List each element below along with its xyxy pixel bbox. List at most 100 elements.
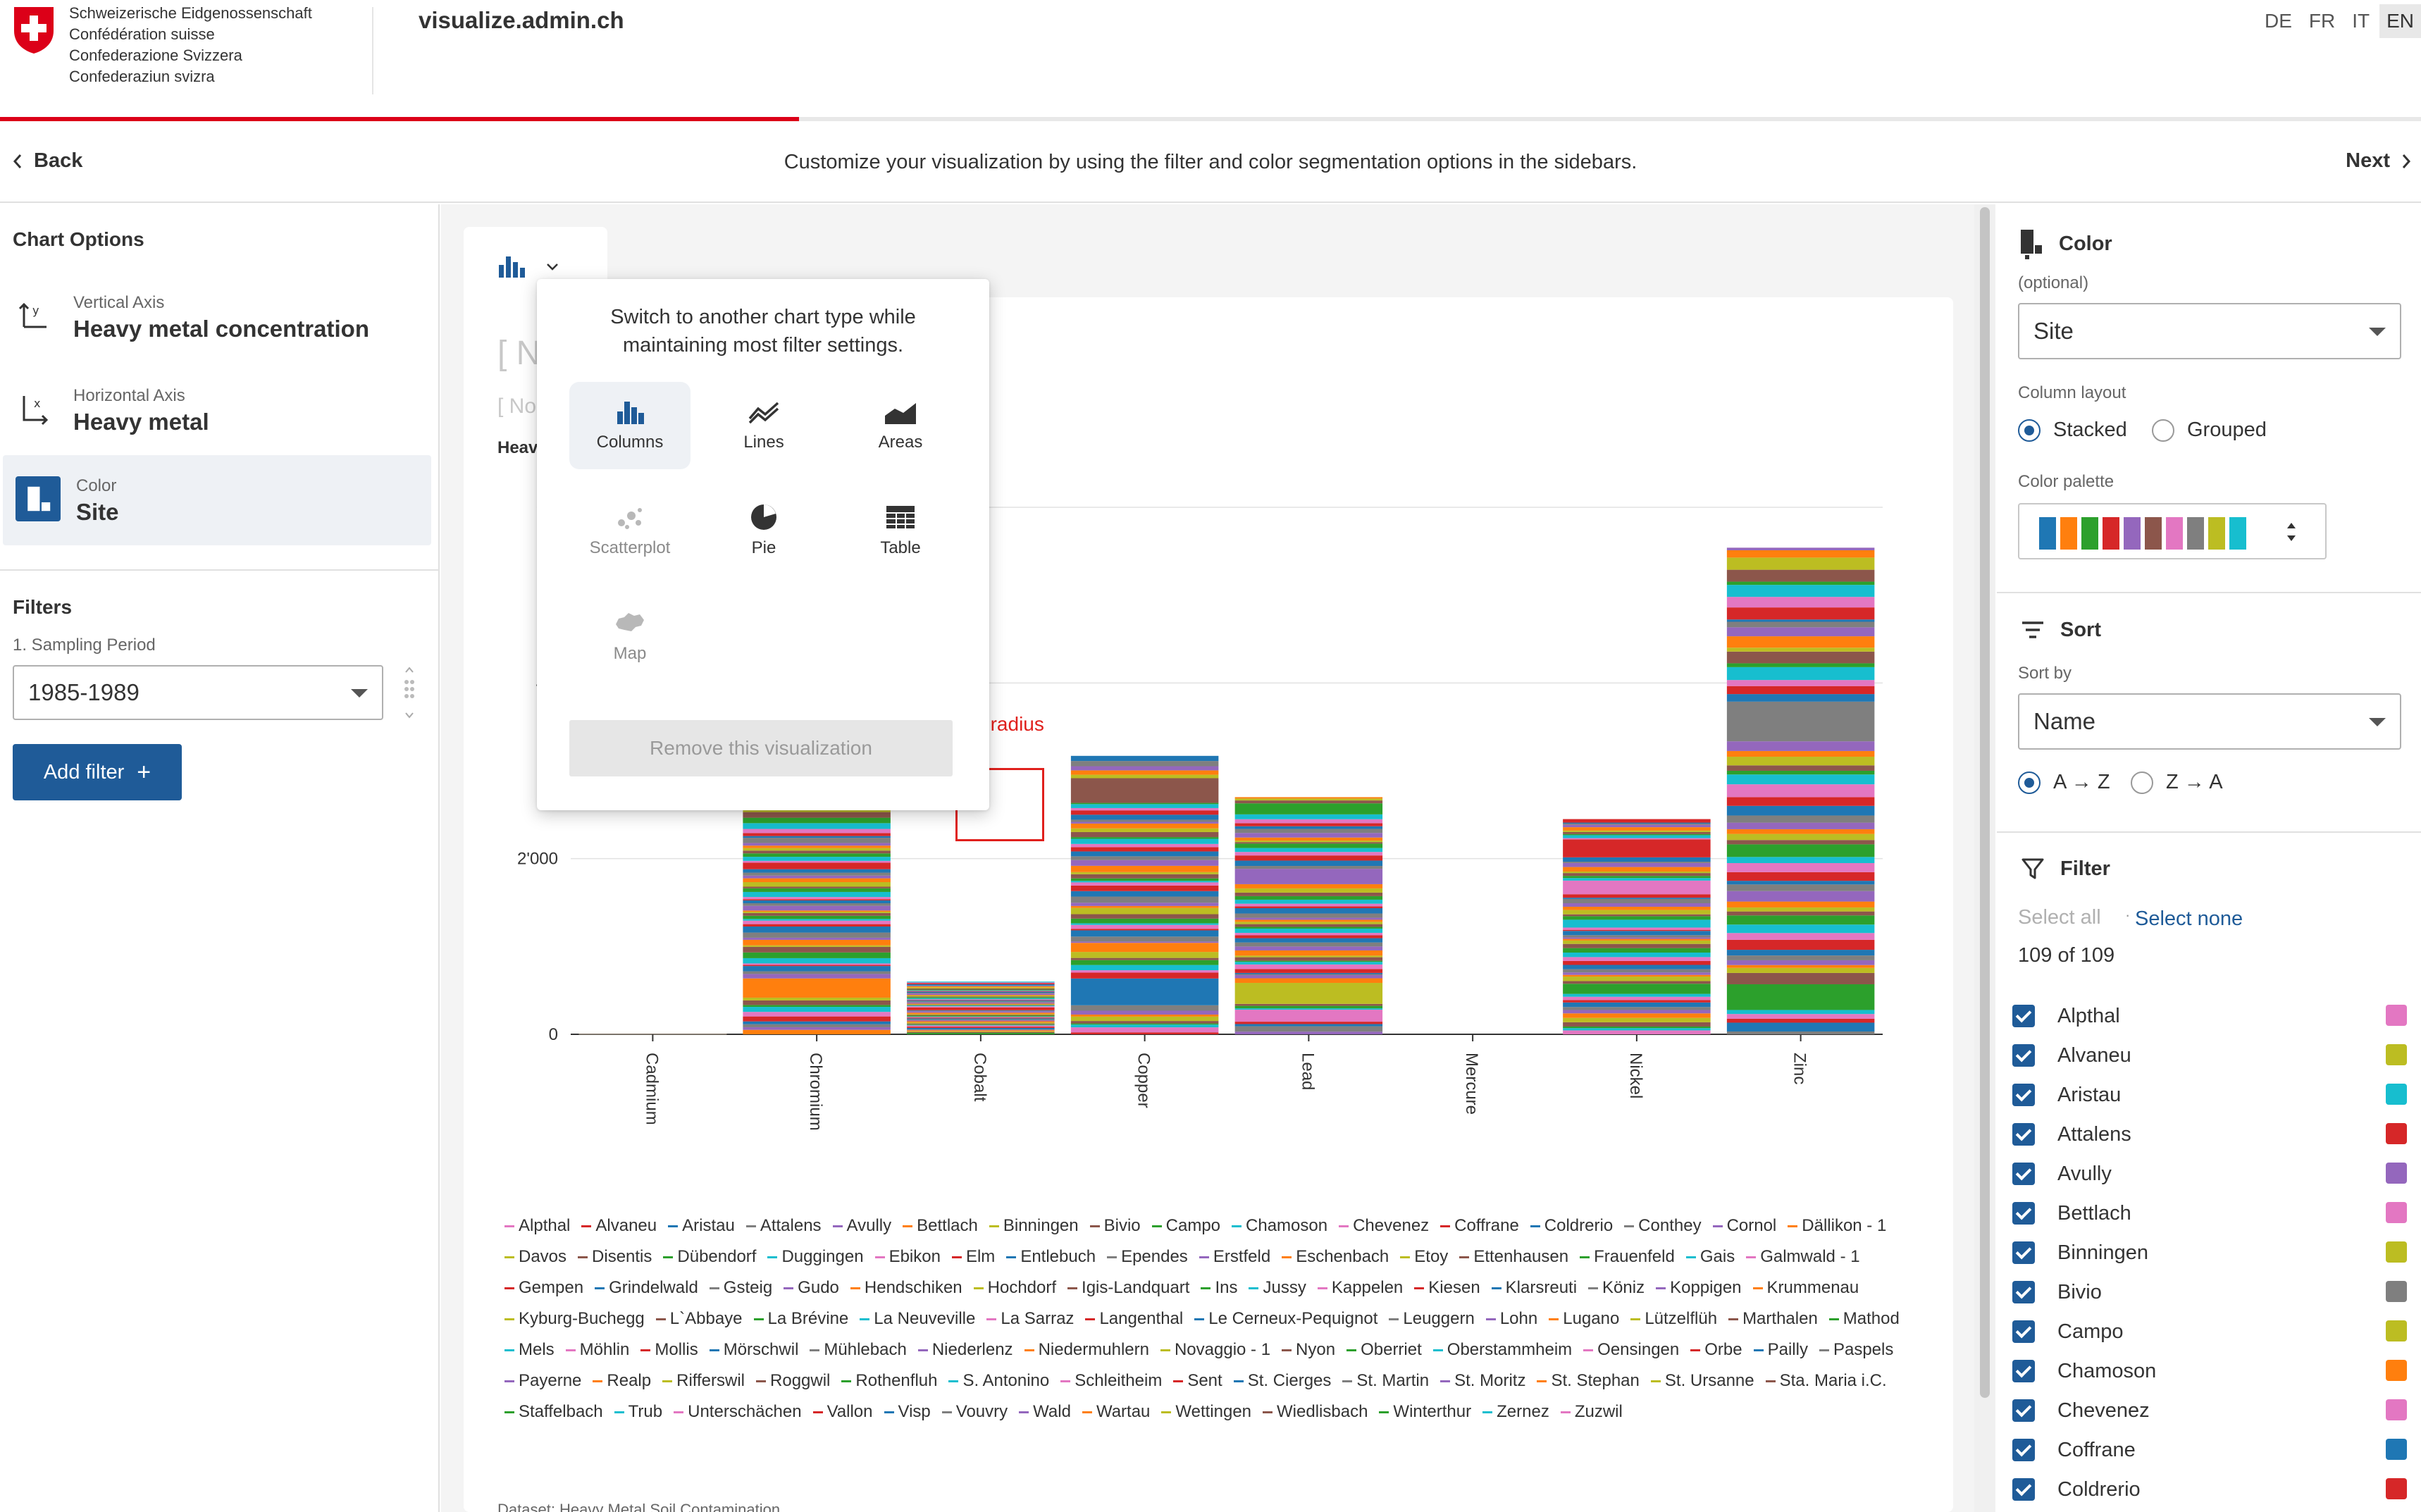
chart-title-placeholder[interactable]: [ N [497, 335, 541, 372]
filter-item-color-swatch[interactable] [2386, 1439, 2407, 1460]
site-name[interactable]: visualize.admin.ch [419, 7, 624, 33]
select-all-link[interactable]: Select all [2018, 906, 2101, 929]
filter-item-color-swatch[interactable] [2386, 1123, 2407, 1144]
checkbox-checked-icon[interactable] [2012, 1202, 2035, 1225]
filter-item-color-swatch[interactable] [2386, 1320, 2407, 1341]
checkbox-checked-icon[interactable] [2012, 1399, 2035, 1422]
bar-segment [1563, 827, 1711, 831]
chart-type-areas[interactable]: Areas [840, 382, 961, 469]
filter-item[interactable]: Aristau [2012, 1075, 2407, 1115]
filter-item-color-swatch[interactable] [2386, 1163, 2407, 1184]
checkbox-checked-icon[interactable] [2012, 1439, 2035, 1461]
federal-name-block: Schweizerische Eidgenossenschaft Confédé… [69, 3, 312, 87]
filter-item-color-swatch[interactable] [2386, 1241, 2407, 1263]
legend-item: Wald [1019, 1396, 1071, 1427]
filter-item[interactable]: Alvaneu [2012, 1036, 2407, 1075]
bar-segment [1563, 898, 1711, 899]
filter-item[interactable]: Bivio [2012, 1272, 2407, 1312]
sampling-period-select[interactable]: 1985-1989 [13, 665, 383, 720]
legend-item: Niedermuhlern [1024, 1334, 1149, 1365]
chart-description-placeholder[interactable]: [ No [497, 395, 537, 418]
checkbox-checked-icon[interactable] [2012, 1123, 2035, 1146]
checkbox-checked-icon[interactable] [2012, 1005, 2035, 1027]
filter-item-color-swatch[interactable] [2386, 1202, 2407, 1223]
legend-item: Rothenfluh [841, 1365, 937, 1396]
checkbox-checked-icon[interactable] [2012, 1320, 2035, 1343]
checkbox-checked-icon[interactable] [2012, 1044, 2035, 1067]
checkbox-checked-icon[interactable] [2012, 1241, 2035, 1264]
filter-item[interactable]: Coldrerio [2012, 1470, 2407, 1509]
bar-segment [1726, 694, 1875, 702]
filter-item-color-swatch[interactable] [2386, 1281, 2407, 1302]
filter-item[interactable]: Avully [2012, 1154, 2407, 1194]
layout-grouped-radio[interactable]: Grouped [2152, 419, 2267, 442]
drag-handle-icon[interactable] [402, 665, 417, 720]
checkbox-checked-icon[interactable] [2012, 1360, 2035, 1382]
sort-descending-radio[interactable]: Z → A [2131, 771, 2223, 794]
sort-ascending-radio[interactable]: A → Z [2018, 771, 2110, 794]
filter-item[interactable]: Binningen [2012, 1233, 2407, 1272]
remove-visualization-button[interactable]: Remove this visualization [569, 720, 953, 776]
chart-type-scatterplot[interactable]: Scatterplot [569, 488, 691, 575]
checkbox-checked-icon[interactable] [2012, 1084, 2035, 1106]
lang-it[interactable]: IT [2352, 10, 2370, 32]
scrollbar-thumb[interactable] [1980, 207, 1990, 1398]
filter-item[interactable]: Alpthal [2012, 996, 2407, 1036]
legend-item: Sta. Maria i.C. [1765, 1365, 1887, 1396]
workspace-scrollbar[interactable] [1974, 204, 1995, 1512]
filter-item-color-swatch[interactable] [2386, 1044, 2407, 1065]
bar-segment [1726, 667, 1875, 681]
checkbox-checked-icon[interactable] [2012, 1163, 2035, 1185]
chart-type-table[interactable]: Table [840, 488, 961, 575]
back-button[interactable]: Back [13, 149, 82, 173]
select-none-link[interactable]: Select none [2135, 907, 2243, 930]
filter-item-color-swatch[interactable] [2386, 1084, 2407, 1105]
filter-item-label: Chamoson [2057, 1360, 2157, 1382]
filter-label: 1. Sampling Period [13, 636, 156, 655]
lang-de[interactable]: DE [2264, 10, 2292, 32]
filter-item-color-swatch[interactable] [2386, 1399, 2407, 1420]
filter-item[interactable]: Chevenez [2012, 1391, 2407, 1430]
filter-item[interactable]: Coffrane [2012, 1430, 2407, 1470]
legend-swatch [578, 1256, 588, 1259]
legend-label: Rifferswil [676, 1371, 745, 1390]
lang-en[interactable]: EN [2379, 4, 2421, 38]
federal-name-fr: Confédération suisse [69, 25, 215, 43]
filter-item[interactable]: Attalens [2012, 1115, 2407, 1154]
legend-label: Kiesen [1428, 1278, 1480, 1297]
bar-segment [1070, 1005, 1219, 1011]
option-horizontal-axis[interactable]: x Horizontal Axis Heavy metal [0, 365, 428, 455]
filter-item[interactable]: Chamoson [2012, 1351, 2407, 1391]
filter-item-color-swatch[interactable] [2386, 1478, 2407, 1499]
palette-swatch [2166, 517, 2183, 550]
bar-segment [1726, 840, 1875, 845]
option-vertical-axis[interactable]: y Vertical Axis Heavy metal concentratio… [0, 272, 428, 362]
filter-item[interactable]: Campo [2012, 1312, 2407, 1351]
option-color[interactable]: Color Site [3, 455, 431, 545]
color-palette-select[interactable] [2018, 503, 2327, 559]
legend-label: Duggingen [781, 1247, 864, 1266]
chart-type-map[interactable]: Map [569, 593, 691, 681]
filter-item-color-swatch[interactable] [2386, 1005, 2407, 1026]
next-button[interactable]: Next [2346, 149, 2411, 173]
add-filter-button[interactable]: Add filter + [13, 744, 182, 800]
sort-field-select[interactable]: Name [2018, 693, 2401, 750]
lang-fr[interactable]: FR [2308, 10, 2336, 32]
filter-item[interactable]: Bettlach [2012, 1194, 2407, 1233]
bar-segment [1070, 960, 1219, 965]
checkbox-checked-icon[interactable] [2012, 1478, 2035, 1501]
checkbox-checked-icon[interactable] [2012, 1281, 2035, 1303]
chart-type-lines[interactable]: Lines [703, 382, 824, 469]
color-field-select[interactable]: Site [2018, 303, 2401, 359]
bar-segment [1234, 919, 1383, 922]
chart-type-pie[interactable]: Pie [703, 488, 824, 575]
step-progress-bar [0, 117, 2421, 121]
legend-label: Chamoson [1246, 1216, 1328, 1235]
filter-item-color-swatch[interactable] [2386, 1360, 2407, 1381]
legend-label: Elm [965, 1247, 996, 1266]
bar-segment [1563, 960, 1711, 965]
federal-name-it: Confederazione Svizzera [69, 47, 242, 64]
chart-type-columns[interactable]: Columns [569, 382, 691, 469]
legend-label: Sent [1187, 1371, 1222, 1390]
layout-stacked-radio[interactable]: Stacked [2018, 419, 2127, 442]
